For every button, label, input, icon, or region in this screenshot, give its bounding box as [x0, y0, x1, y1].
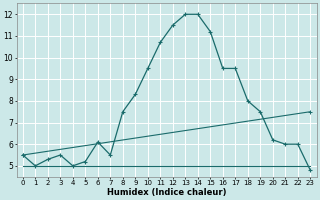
- X-axis label: Humidex (Indice chaleur): Humidex (Indice chaleur): [107, 188, 226, 197]
